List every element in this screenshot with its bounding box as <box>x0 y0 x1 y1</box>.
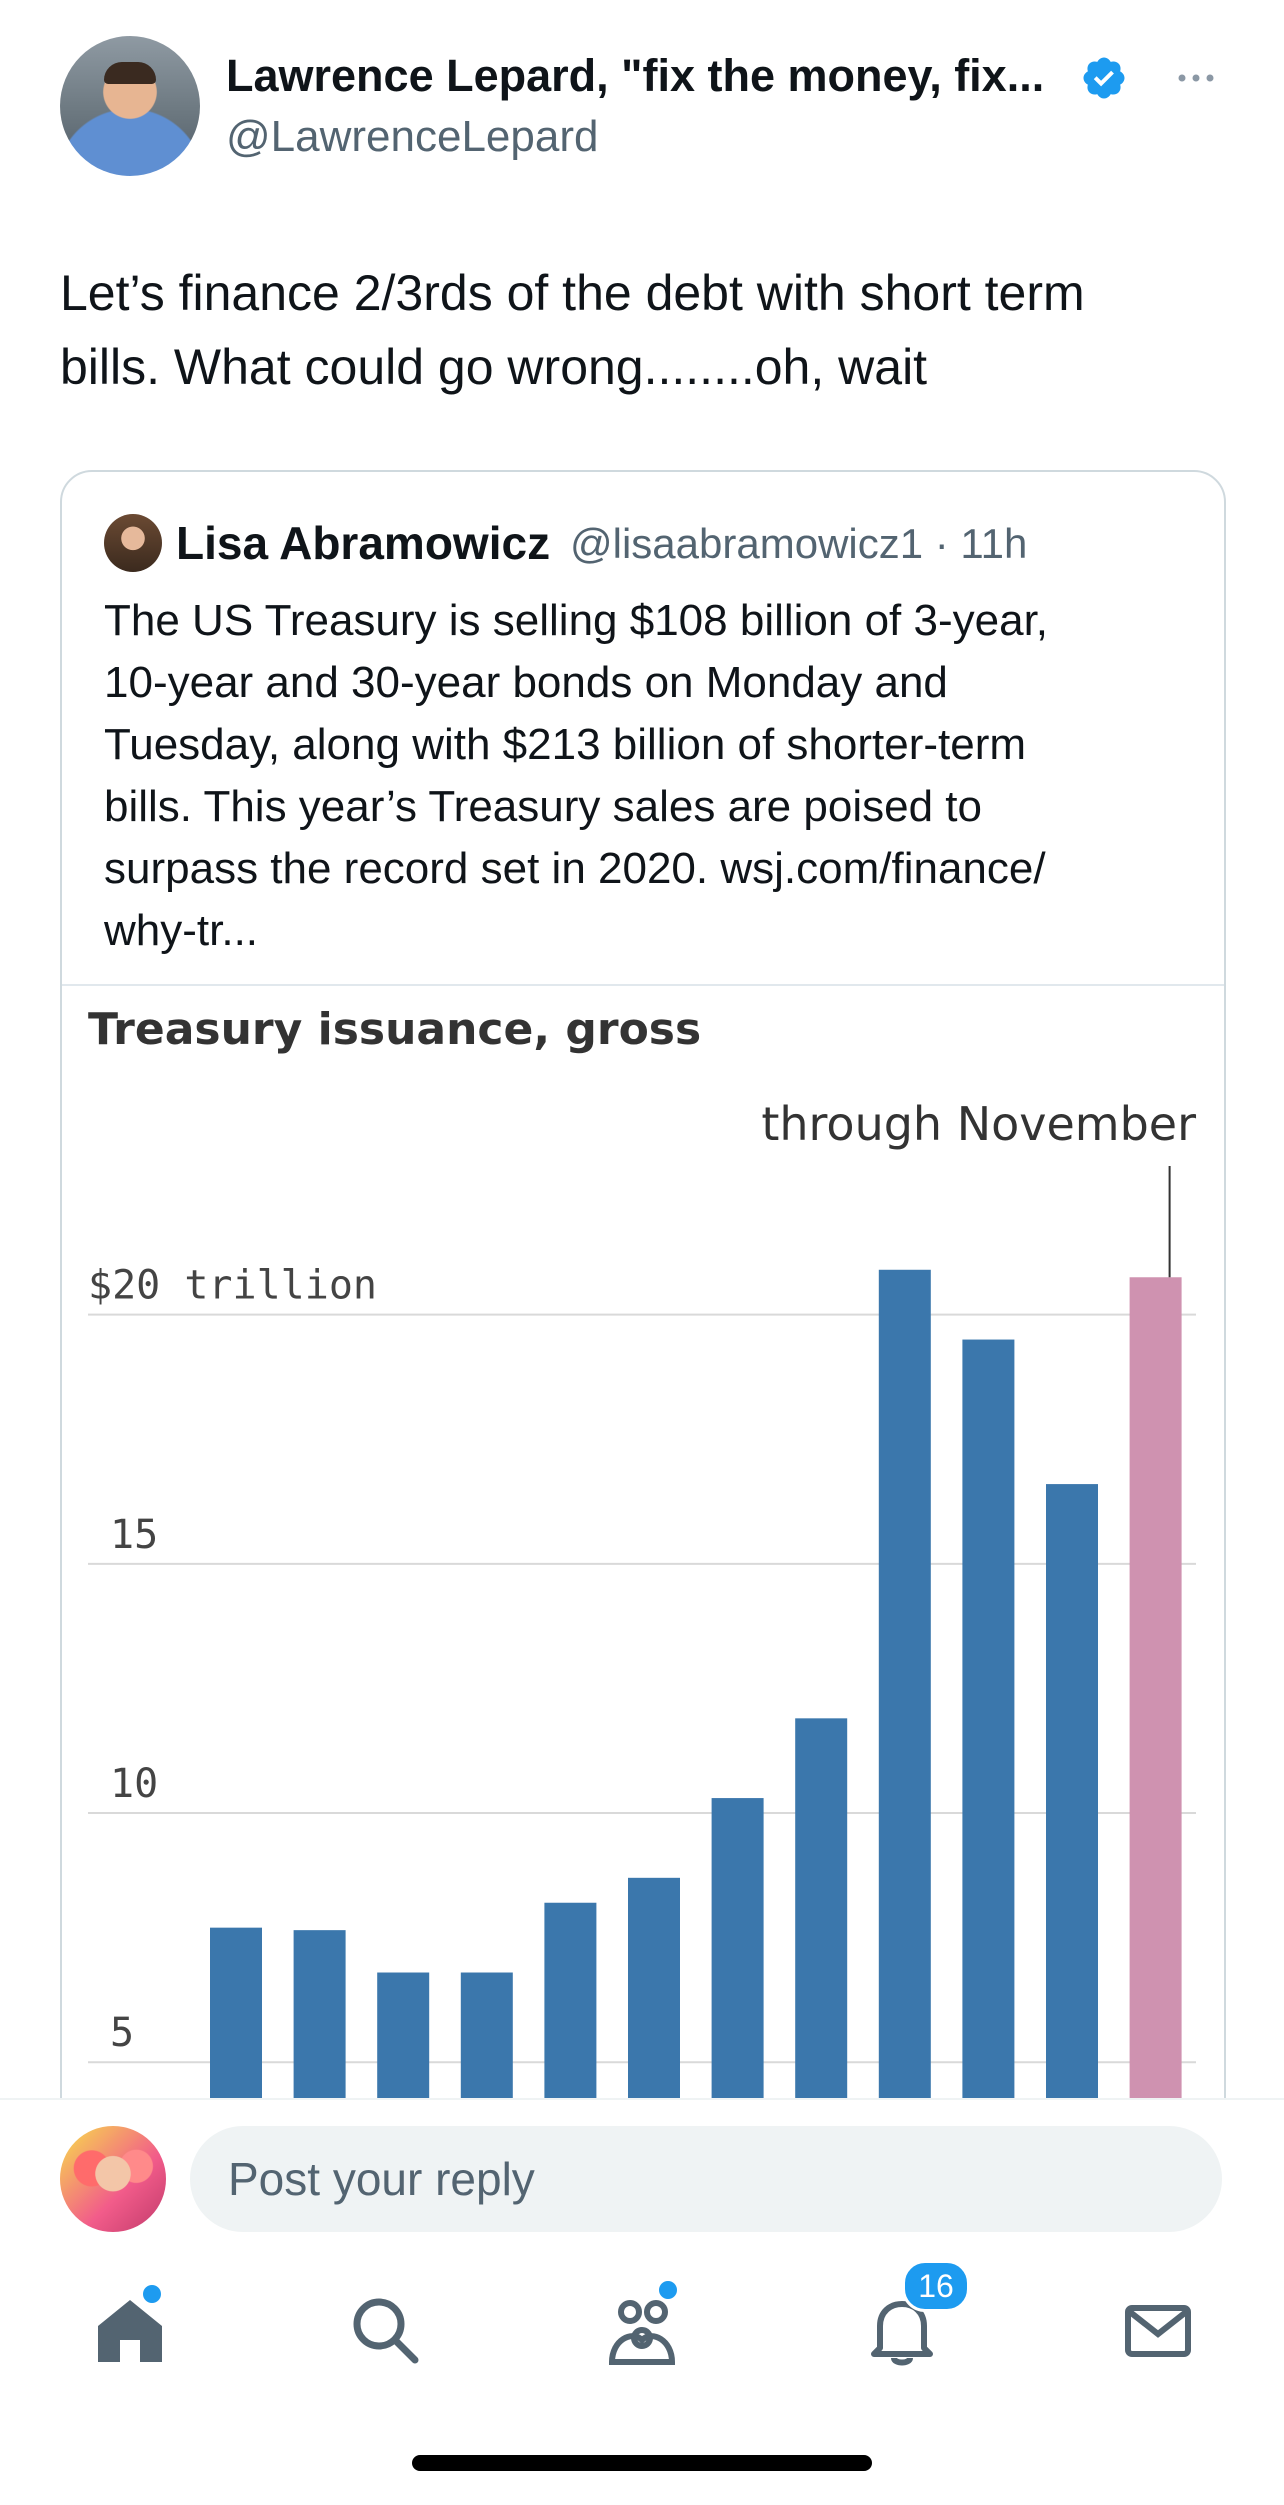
chart-annotation: through November <box>761 1097 1196 1151</box>
quoted-author-name[interactable]: Lisa Abramowicz <box>176 517 551 569</box>
bar <box>1129 1277 1182 2132</box>
bar <box>544 1902 597 2132</box>
chart-svg: Treasury issuance, gross through Novembe… <box>88 1004 1196 2132</box>
bar <box>711 1798 764 2132</box>
bar <box>1046 1484 1098 2132</box>
author-name[interactable]: Lawrence Lepard, "fix the money, fix... <box>226 50 1045 101</box>
current-user-avatar[interactable] <box>60 2126 166 2232</box>
nav-search[interactable] <box>345 2290 425 2370</box>
bar <box>878 1269 931 2132</box>
bottom-nav: 16 <box>0 2240 1284 2390</box>
y-tick-label: 5 <box>110 2010 134 2056</box>
more-options-icon[interactable] <box>1172 54 1220 102</box>
nav-messages[interactable] <box>1118 2290 1198 2370</box>
quoted-author-meta: @lisaabramowicz1 · 11h <box>570 520 1028 567</box>
quoted-tweet-card[interactable]: Lisa Abramowicz @lisaabramowicz1 · 11h T… <box>60 470 1226 2134</box>
author-handle[interactable]: @LawrenceLepard <box>226 112 599 161</box>
divider <box>62 984 1224 986</box>
reply-input[interactable]: Post your reply <box>190 2126 1222 2232</box>
communities-unread-dot <box>656 2278 680 2302</box>
reply-bar: Post your reply <box>0 2098 1284 2232</box>
nav-communities[interactable] <box>602 2278 682 2370</box>
bar <box>210 1927 262 2132</box>
nav-home[interactable] <box>90 2282 170 2370</box>
y-tick-label: 15 <box>110 1512 158 1558</box>
treasury-issuance-chart[interactable]: Treasury issuance, gross through Novembe… <box>62 986 1224 2132</box>
quoted-author-avatar[interactable] <box>104 514 162 572</box>
notifications-count-badge: 16 <box>902 2260 970 2312</box>
y-tick-label: $20 trillion <box>88 1263 377 1309</box>
quoted-tweet-text: The US Treasury is selling $108 billion … <box>104 596 1049 955</box>
mail-icon <box>1125 2305 1191 2357</box>
nav-notifications[interactable]: 16 <box>862 2260 970 2370</box>
home-indicator[interactable] <box>412 2455 872 2471</box>
chart-title: Treasury issuance, gross <box>88 1004 701 1055</box>
verified-badge-icon <box>1083 57 1125 99</box>
bar <box>962 1339 1015 2132</box>
bar <box>795 1718 848 2132</box>
bell-icon <box>871 2301 933 2366</box>
author-avatar[interactable] <box>60 36 200 176</box>
search-icon <box>353 2298 419 2364</box>
home-unread-dot <box>140 2282 164 2306</box>
tweet-text: Let’s finance 2/3rds of the debt with sh… <box>60 265 1085 395</box>
communities-icon <box>608 2300 676 2365</box>
home-icon <box>98 2300 162 2362</box>
y-tick-label: 10 <box>110 1761 158 1807</box>
bar <box>628 1877 680 2132</box>
